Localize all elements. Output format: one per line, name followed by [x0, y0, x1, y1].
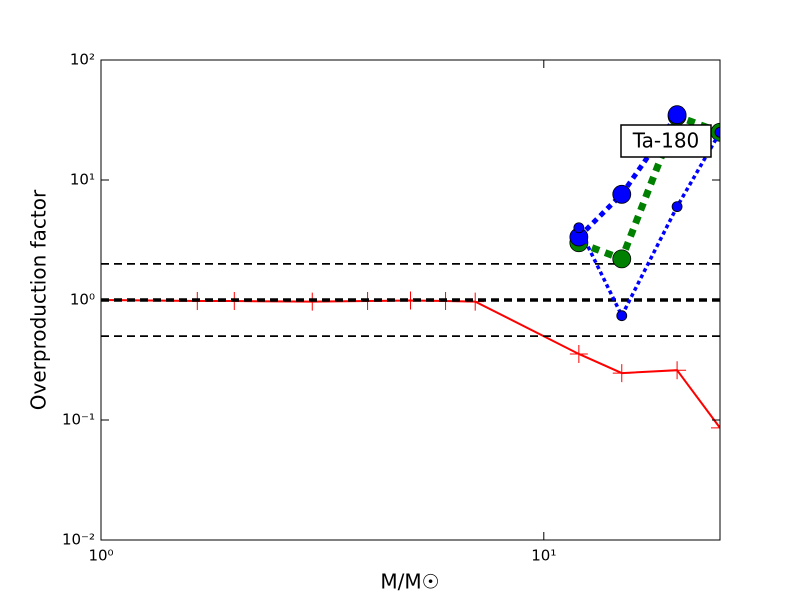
marker — [612, 364, 631, 383]
y-tick-label: 10⁻¹ — [62, 411, 95, 429]
marker — [711, 418, 720, 437]
x-tick-label: 10¹ — [531, 547, 556, 565]
marker — [569, 344, 588, 363]
marker — [714, 126, 720, 138]
marker — [612, 184, 632, 204]
marker — [616, 310, 628, 322]
x-tick-label: 10⁰ — [88, 547, 113, 565]
y-tick-label: 10¹ — [70, 171, 95, 189]
annotation-box — [620, 124, 712, 158]
annotation: Ta-180 — [620, 124, 712, 158]
marker — [573, 222, 585, 234]
y-tick-label: 10² — [70, 51, 95, 69]
marker — [668, 361, 687, 380]
annotation-text: Ta-180 — [632, 129, 700, 153]
marker — [671, 201, 683, 213]
marker — [612, 249, 632, 269]
marker — [667, 105, 687, 125]
y-axis-label: Overproduction factor — [27, 189, 51, 410]
axes: 10⁰ 10¹ 10⁻² 10⁻¹ 10⁰ 10¹ 10² — [62, 51, 720, 565]
y-tick-label: 10⁻² — [62, 531, 95, 549]
y-tick-label: 10⁰ — [70, 291, 95, 309]
x-axis-label: M/M☉ — [380, 570, 439, 594]
